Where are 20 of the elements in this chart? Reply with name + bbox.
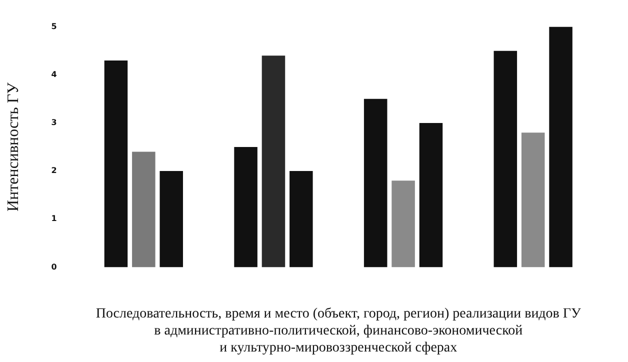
bar <box>104 60 128 268</box>
bar <box>494 50 518 268</box>
y-tick-label: 4 <box>51 70 58 79</box>
bar <box>234 147 258 268</box>
x-axis-title: Последовательность, время и место (объект, город, регион) реализации видов ГУ в административно-политической, финансово-экономической и культурно-мировоззренческой сферах <box>96 306 582 356</box>
bar <box>521 132 545 268</box>
bar <box>419 122 443 268</box>
bar <box>290 171 313 268</box>
y-tick-label: 2 <box>51 166 57 176</box>
y-tick-label: 0 <box>51 262 58 272</box>
y-axis-title: Интенсивность ГУ <box>4 82 22 212</box>
bar <box>262 56 286 268</box>
bar <box>160 171 183 268</box>
bar <box>392 180 415 268</box>
y-tick-label: 3 <box>51 118 57 128</box>
bar <box>364 98 388 268</box>
bar <box>132 152 156 268</box>
y-tick-label: 5 <box>51 22 58 31</box>
bar <box>549 26 572 268</box>
y-tick-label: 1 <box>51 214 58 224</box>
